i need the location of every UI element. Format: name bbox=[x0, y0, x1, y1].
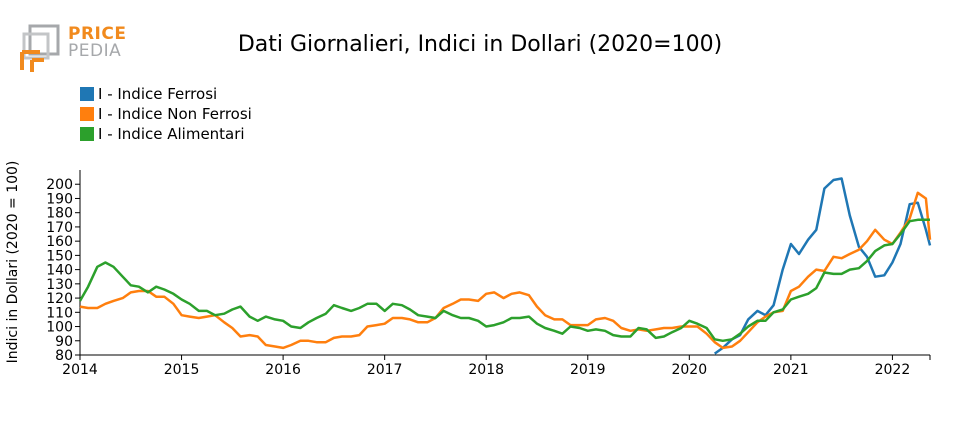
x-tick-label: 2016 bbox=[265, 362, 301, 378]
y-tick-label: 80 bbox=[55, 348, 73, 364]
y-tick-label: 190 bbox=[46, 191, 73, 207]
chart-legend: I - Indice Ferrosi I - Indice Non Ferrosi… bbox=[80, 84, 252, 144]
legend-label: I - Indice Non Ferrosi bbox=[98, 105, 252, 123]
y-tick-label: 150 bbox=[46, 248, 73, 264]
series-line-3 bbox=[78, 218, 930, 343]
y-tick-label: 90 bbox=[55, 334, 73, 350]
legend-item: I - Indice Ferrosi bbox=[80, 84, 252, 104]
logo-text-pedia: PEDIA bbox=[68, 41, 122, 61]
logo-text-price: PRICE bbox=[68, 24, 127, 44]
y-tick-label: 140 bbox=[46, 263, 73, 279]
legend-item: I - Indice Alimentari bbox=[80, 124, 252, 144]
y-tick-label: 160 bbox=[46, 234, 73, 250]
legend-label: I - Indice Alimentari bbox=[98, 125, 245, 143]
x-tick-label: 2019 bbox=[570, 362, 606, 378]
chart-series bbox=[78, 177, 932, 355]
y-tick-label: 110 bbox=[46, 305, 73, 321]
x-tick-label: 2015 bbox=[164, 362, 200, 378]
legend-item: I - Indice Non Ferrosi bbox=[80, 104, 252, 124]
legend-label: I - Indice Ferrosi bbox=[98, 85, 218, 103]
legend-swatch bbox=[80, 127, 94, 141]
x-tick-label: 2018 bbox=[468, 362, 504, 378]
x-tick-label: 2017 bbox=[367, 362, 403, 378]
series-line-1 bbox=[713, 177, 932, 355]
x-tick-label: 2021 bbox=[773, 362, 809, 378]
y-tick-label: 180 bbox=[46, 206, 73, 222]
legend-swatch bbox=[80, 87, 94, 101]
chart-title: Dati Giornalieri, Indici in Dollari (202… bbox=[237, 32, 723, 57]
x-tick-label: 2020 bbox=[671, 362, 707, 378]
y-tick-label: 200 bbox=[46, 177, 73, 193]
x-tick-label: 2014 bbox=[62, 362, 98, 378]
pricepedia-logo: PRICE PEDIA bbox=[20, 24, 130, 74]
series-line-2 bbox=[79, 191, 932, 350]
legend-swatch bbox=[80, 107, 94, 121]
logo-mark-icon bbox=[20, 24, 60, 72]
y-tick-label: 100 bbox=[46, 320, 73, 336]
y-axis-title: Indici in Dollari (2020 = 100) bbox=[5, 161, 21, 364]
y-tick-label: 120 bbox=[46, 291, 73, 307]
y-tick-label: 130 bbox=[46, 277, 73, 293]
y-tick-label: 170 bbox=[46, 220, 73, 236]
x-tick-label: 2022 bbox=[875, 362, 911, 378]
